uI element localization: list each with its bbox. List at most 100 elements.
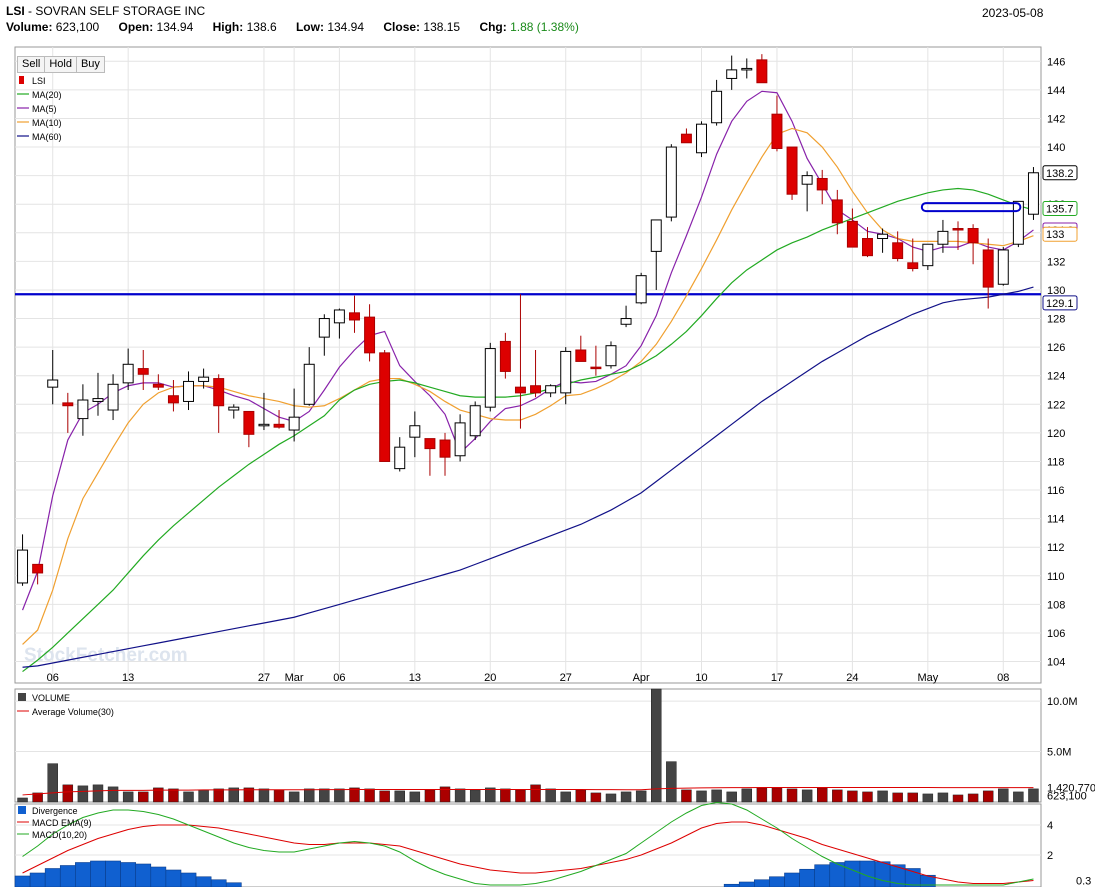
date-tick-label: 10 — [695, 672, 707, 684]
legend-swatch-divergence — [18, 806, 26, 814]
chg-value: 1.88 (1.38%) — [510, 20, 579, 34]
sell-button[interactable]: Sell — [18, 57, 46, 72]
volume-tick-label: 5.0M — [1047, 747, 1071, 759]
candle — [982, 249, 994, 288]
candle — [952, 228, 964, 231]
macd-hist-bar — [784, 872, 800, 887]
candle — [137, 368, 149, 375]
candle — [801, 175, 813, 185]
macd-value-label: 0.3 — [1076, 876, 1091, 887]
date-tick-label: 13 — [122, 672, 134, 684]
candle — [545, 385, 557, 394]
volume-bar — [364, 788, 375, 803]
price-label-box — [1042, 201, 1078, 217]
price-tick-label: 110 — [1047, 571, 1065, 583]
volume-bar — [394, 790, 405, 803]
macd-tick-label: 4 — [1047, 820, 1053, 832]
date-tick-label: 17 — [771, 672, 783, 684]
volume-bar — [530, 784, 541, 803]
volume-bar — [907, 792, 918, 803]
candle — [786, 146, 798, 195]
volume-bar — [183, 791, 194, 803]
ma-line-MA60 — [22, 286, 1034, 668]
legend-swatch-volume — [18, 693, 26, 701]
macd-hist-bar — [105, 860, 121, 887]
volume-bar — [1028, 788, 1039, 803]
price-label: 133 — [1046, 229, 1064, 241]
legend-entry: MA(20) — [32, 90, 62, 100]
macd-ema-line — [22, 821, 1034, 884]
volume-bar — [681, 789, 692, 803]
macd-hist-bar — [59, 865, 76, 887]
price-tick-label: 146 — [1047, 56, 1065, 68]
candle — [711, 90, 723, 124]
legend-entry: MA(5) — [32, 104, 57, 114]
volume-bar — [198, 789, 209, 803]
date-tick-label: 06 — [47, 672, 59, 684]
volume-bar — [469, 789, 481, 803]
macd-hist-bar — [814, 864, 831, 887]
price-tick-label: 122 — [1047, 399, 1065, 411]
hold-button[interactable]: Hold — [45, 57, 77, 72]
macd-tick-label: 2 — [1047, 850, 1053, 862]
legend-swatch-candle — [19, 76, 24, 84]
volume-bar — [952, 794, 964, 803]
volume-value-label: 623,100 — [1047, 791, 1087, 803]
volume-bar — [243, 787, 255, 803]
date-tick-label: Apr — [633, 672, 650, 684]
candle — [379, 352, 391, 462]
macd-hist-bar — [225, 882, 242, 887]
volume-bar — [485, 787, 496, 803]
legend-entry: Average Volume(30) — [32, 707, 114, 717]
price-tick-label: 104 — [1047, 657, 1065, 669]
price-tick-label: 118 — [1047, 456, 1065, 468]
volume-value: 623,100 — [55, 20, 100, 34]
volume-bar — [711, 789, 722, 803]
volume-bar — [605, 793, 617, 803]
buy-button[interactable]: Buy — [80, 58, 100, 70]
macd-hist-bar — [738, 881, 755, 887]
low-label: Low: — [295, 20, 324, 34]
macd-line — [22, 801, 1034, 886]
volume-bar — [379, 790, 390, 803]
candle — [409, 425, 421, 438]
price-tick-label: 124 — [1047, 371, 1065, 383]
price-label-box — [1042, 165, 1078, 181]
price-tick-label: 142 — [1047, 113, 1065, 125]
candle — [439, 439, 451, 458]
legend-entry: MA(10) — [32, 118, 62, 128]
candle — [454, 422, 466, 457]
candle — [967, 228, 979, 244]
candle — [318, 318, 330, 338]
macd-hist-bar — [135, 863, 152, 887]
avg-volume-line — [22, 786, 1034, 796]
candle — [771, 113, 783, 149]
price-tick-label: 106 — [1047, 628, 1065, 640]
date-tick-label: Mar — [285, 672, 304, 684]
close-label: Close: — [383, 20, 421, 34]
volume-bar — [122, 791, 134, 803]
volume-bar — [334, 788, 345, 803]
candle — [877, 233, 889, 240]
volume-bar — [319, 788, 330, 803]
macd-hist-bar — [120, 862, 137, 887]
volume-bar — [877, 790, 888, 803]
candle — [273, 423, 285, 428]
volume-bar — [847, 790, 858, 803]
volume-bar — [801, 789, 813, 803]
volume-bar — [288, 791, 300, 803]
macd-hist-bar — [919, 874, 936, 887]
macd-hist-bar — [14, 875, 31, 887]
legend-entry: Divergence — [32, 806, 78, 816]
volume-bar — [892, 792, 903, 803]
candle — [907, 262, 919, 270]
volume-bar — [696, 790, 707, 803]
candle — [183, 380, 194, 402]
price-label: 135.7 — [1046, 204, 1074, 216]
price-tick-label: 132 — [1047, 256, 1065, 268]
candle — [32, 563, 44, 574]
volume-bar — [349, 787, 360, 803]
candle — [514, 386, 526, 394]
volume-bar — [666, 761, 677, 803]
volume-bar — [771, 787, 783, 803]
